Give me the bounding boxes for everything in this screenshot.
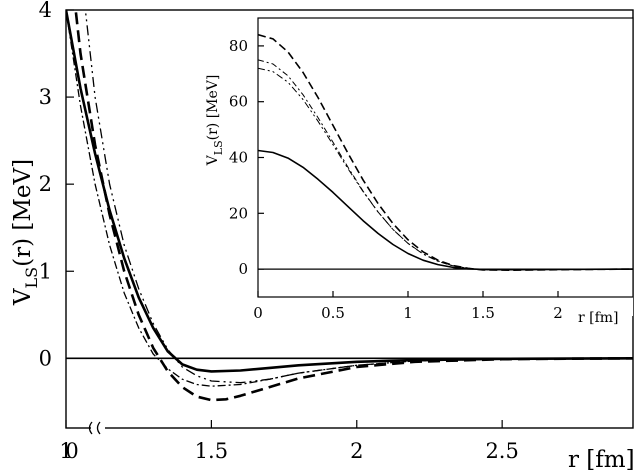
main-x-origin-label: 0: [65, 439, 78, 463]
inset-y-tick-label: 20: [229, 204, 248, 222]
main-x-tick-label: 2.5: [485, 439, 518, 463]
inset-series-group: [258, 33, 633, 271]
axis-break-mark: [88, 421, 93, 435]
inset-x-axis-label: r [fm]: [578, 310, 619, 326]
main-x-tick-label: 1: [59, 439, 72, 463]
main-x-tick-label: 2: [350, 439, 363, 463]
main-series-line-4: [84, 10, 633, 384]
inset-x-tick-label: 0: [253, 304, 263, 322]
inset-y-tick-label: 80: [229, 37, 248, 55]
inset-y-tick-label: 40: [229, 149, 248, 167]
inset-x-tick-label: 0.5: [321, 304, 345, 322]
main-series-group: [66, 10, 633, 402]
inset-y-tick-label: 60: [229, 93, 248, 111]
inset-x-tick-label: 1: [403, 304, 413, 322]
inset-x-tick-label: 2: [553, 304, 563, 322]
main-y-tick-label: 3: [39, 85, 52, 109]
main-y-tick-label: 2: [39, 172, 52, 196]
main-y-axis-label: VLS(r) [MeV]: [10, 159, 41, 306]
axis-break-mark: [96, 421, 101, 435]
inset-y-axis-label: VLS(r) [MeV]: [205, 75, 225, 167]
inset-x-tick-label: 1.5: [471, 304, 495, 322]
main-y-tick-label: 4: [39, 0, 52, 22]
main-x-tick-label: 1.5: [195, 439, 228, 463]
main-y-tick-label: 0: [39, 346, 52, 370]
main-x-axis-label: r [fm]: [568, 447, 635, 473]
inset-background: [258, 18, 633, 316]
main-series-line-2: [74, 10, 633, 402]
inset-y-tick-label: 0: [238, 260, 248, 278]
inset-series-line-4: [258, 67, 633, 271]
main-y-tick-label: 1: [39, 259, 52, 283]
